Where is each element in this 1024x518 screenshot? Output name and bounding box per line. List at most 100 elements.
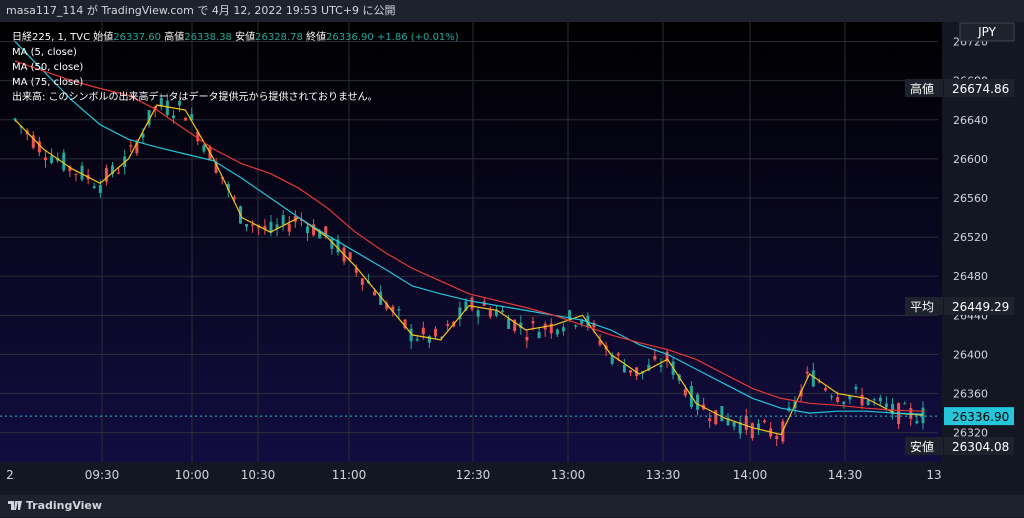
y-tick-label: 26400 <box>953 348 988 361</box>
candle-body <box>141 133 145 138</box>
candle-body <box>531 321 535 324</box>
moving-averages <box>14 41 924 436</box>
candle-body <box>903 403 907 405</box>
candle-body <box>501 310 505 313</box>
chart-area[interactable]: 26320 26360 26400 26440 26480 26520 26560 26600… <box>0 22 1024 495</box>
price-chart[interactable]: 2632026360264002644026480265202656026600… <box>0 22 1024 495</box>
candle-body <box>415 338 419 341</box>
candle-body <box>568 310 572 320</box>
candle-body <box>665 351 669 362</box>
candle-body <box>464 301 468 311</box>
candle-body <box>628 370 632 373</box>
x-tick-label: 14:30 <box>828 468 863 482</box>
candle-body <box>823 388 827 391</box>
candle-body <box>683 389 687 396</box>
tradingview-logo[interactable]: TradingView <box>8 495 102 517</box>
candle-body <box>488 310 492 317</box>
high-tag: 高値 26674.86 <box>905 79 1014 97</box>
candle-body <box>226 184 230 191</box>
candle-body <box>817 381 821 383</box>
x-tick-label: 11:00 <box>332 468 367 482</box>
candle-body <box>872 399 876 401</box>
candle-body <box>354 267 358 273</box>
candle-body <box>50 155 54 163</box>
candle-body <box>312 224 316 236</box>
tradingview-brand: TradingView <box>25 499 103 512</box>
candle-body <box>476 310 480 317</box>
candle-body <box>915 420 919 424</box>
time-axis[interactable]: 2 09:30 10:00 10:30 11:00 12:30 13:00 13:30 14:0… <box>6 468 941 482</box>
candle-body <box>214 161 218 173</box>
candle-body <box>653 355 657 360</box>
ma5-line <box>14 104 924 436</box>
candle-body <box>507 318 511 329</box>
candle-body <box>708 418 712 421</box>
candle-body <box>281 215 285 225</box>
ma5-legend[interactable]: MA (5, close) <box>12 47 77 58</box>
candle-body <box>616 353 620 356</box>
candle-body <box>738 422 742 434</box>
publish-header-text: masa117_114 が TradingView.com で 4月 12, 2… <box>6 4 396 17</box>
candle-body <box>385 303 389 309</box>
price-tags: 高値 26674.86 平均 26449.29 26336.90 安値 26304.08 JP… <box>905 22 1015 455</box>
open-value: 26337.60 <box>113 32 162 43</box>
low-tag-value-bg <box>944 437 1014 455</box>
high-tag-label: 高値 <box>910 81 934 96</box>
low-tag-label-bg <box>905 437 943 455</box>
candle-body <box>135 141 139 154</box>
candle-body <box>750 423 754 439</box>
ma50-legend[interactable]: MA (50, close) <box>12 62 84 73</box>
candle-body <box>178 101 182 106</box>
low-value: 26328.78 <box>255 32 303 43</box>
tradingview-logo-icon <box>8 496 22 510</box>
avg-tag-label: 平均 <box>910 300 934 314</box>
ohlc-line: 日経225, 1, TVC 始値26337.60 高値26338.38 安値26… <box>12 30 459 45</box>
candle-body <box>470 297 474 310</box>
x-tick-label: 12:30 <box>456 468 491 482</box>
ma50-line <box>14 41 924 415</box>
x-tick-label: 09:30 <box>85 468 120 482</box>
y-tick-label: 26360 <box>953 388 988 401</box>
candle-body <box>622 364 626 373</box>
candle-body <box>275 224 279 229</box>
candle-body <box>397 309 401 311</box>
candle-body <box>165 100 169 115</box>
candle-body <box>891 403 895 415</box>
candle-body <box>537 331 541 339</box>
candle-body <box>799 390 803 397</box>
candle-body <box>117 172 121 174</box>
y-tick-label: 26640 <box>953 114 988 127</box>
candle-body <box>610 355 614 364</box>
high-label: 高値 <box>164 32 185 43</box>
current-tag: 26336.90 <box>944 407 1014 426</box>
candle-body <box>68 166 72 172</box>
time-scale-background <box>0 462 942 495</box>
candle-body <box>866 399 870 405</box>
candle-body <box>306 226 310 234</box>
candle-body <box>805 371 809 374</box>
y-tick-label: 26560 <box>953 192 988 205</box>
publish-header: masa117_114 が TradingView.com で 4月 12, 2… <box>0 0 1024 22</box>
candle-body <box>245 224 249 227</box>
candle-body <box>62 152 66 171</box>
candle-body <box>884 403 888 408</box>
avg-tag: 平均 26449.29 <box>905 297 1014 315</box>
candle-body <box>98 185 102 193</box>
footer: TradingView <box>0 495 1024 517</box>
volume-note: 出来高: このシンボルの出来高データはデータ提供元から提供されておりません。 <box>12 92 378 103</box>
y-tick-label: 26480 <box>953 270 988 283</box>
candle-body <box>74 174 78 176</box>
high-value: 26338.38 <box>184 32 232 43</box>
avg-tag-label-bg <box>905 297 943 315</box>
chart-legend: 日経225, 1, TVC 始値26337.60 高値26338.38 安値26… <box>12 30 459 105</box>
high-tag-label-bg <box>905 79 943 97</box>
candle-body <box>129 145 133 147</box>
candle-body <box>848 395 852 400</box>
x-tick-label: 13:30 <box>646 468 681 482</box>
candle-body <box>458 307 462 320</box>
currency-badge <box>959 22 1015 42</box>
current-tag-value: 26336.90 <box>952 410 1009 424</box>
currency-label: JPY <box>977 25 997 39</box>
ma75-legend[interactable]: MA (75, close) <box>12 77 84 88</box>
candle-body <box>92 186 96 189</box>
